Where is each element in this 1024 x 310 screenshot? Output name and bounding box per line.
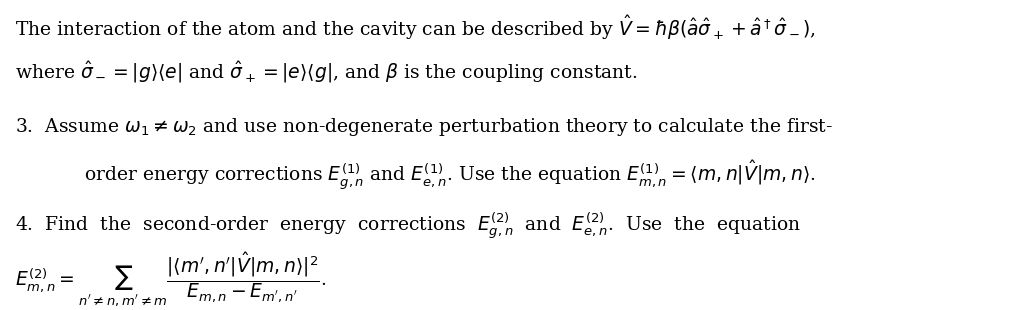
Text: 3.  Assume $\omega_1 \neq \omega_2$ and use non-degenerate perturbation theory t: 3. Assume $\omega_1 \neq \omega_2$ and u… [14, 116, 833, 138]
Text: order energy corrections $E^{(1)}_{g,n}$ and $E^{(1)}_{e,n}$. Use the equation $: order energy corrections $E^{(1)}_{g,n}$… [84, 159, 815, 192]
Text: The interaction of the atom and the cavity can be described by $\hat{V} = \hbar\: The interaction of the atom and the cavi… [14, 13, 815, 42]
Text: 4.  Find  the  second-order  energy  corrections  $E^{(2)}_{g,n}$  and  $E^{(2)}: 4. Find the second-order energy correcti… [14, 210, 801, 241]
Text: where $\hat{\sigma}_- = |g\rangle\langle e|$ and $\hat{\sigma}_+ = |e\rangle\lan: where $\hat{\sigma}_- = |g\rangle\langle… [14, 59, 637, 85]
Text: $E^{(2)}_{m,n} = \sum_{n'\neq n,m'\neq m} \dfrac{|\langle m',n'|\hat{V}|m,n\rang: $E^{(2)}_{m,n} = \sum_{n'\neq n,m'\neq m… [14, 250, 327, 308]
